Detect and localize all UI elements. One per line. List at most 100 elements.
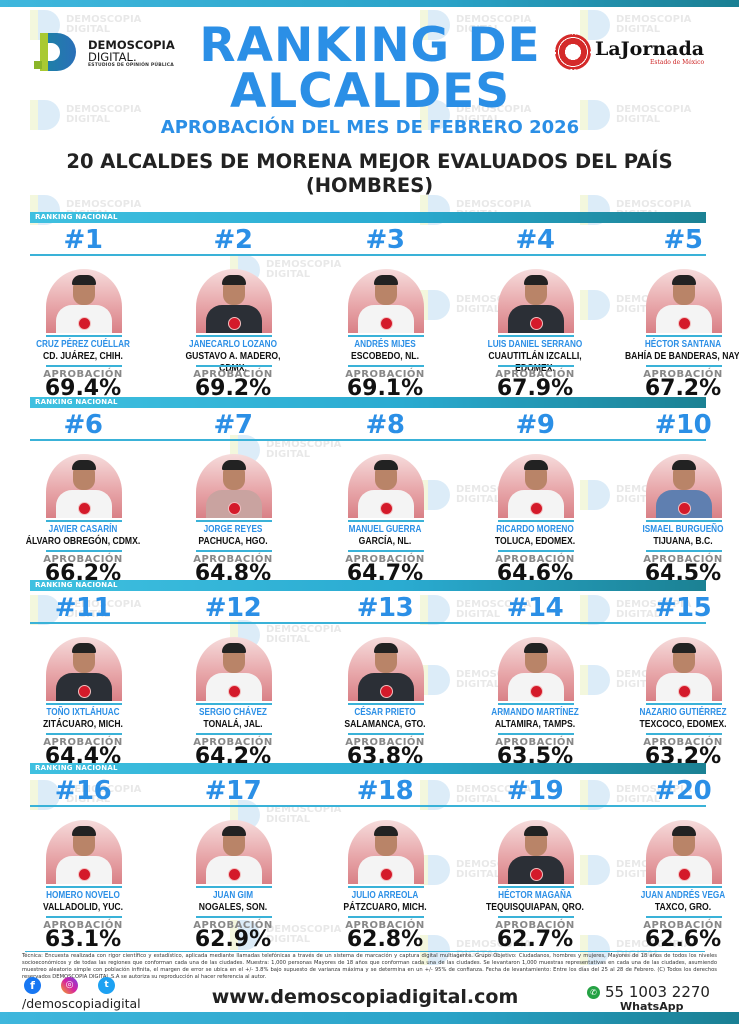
morena-badge-icon: [78, 868, 91, 881]
watermark-line1: DEMOSCOPIA: [66, 104, 142, 115]
name-divider: [196, 703, 272, 705]
mayor-card: #10 ISMAEL BURGUEÑO TIJUANA, B.C. APROBACIÓ…: [608, 397, 739, 585]
name-divider: [196, 335, 272, 337]
approval-value: 64.8%: [194, 561, 272, 586]
partner-name: LaJornada: [595, 37, 705, 60]
morena-badge-icon: [380, 685, 393, 698]
mayor-name: HÉCTOR SANTANA: [644, 339, 722, 350]
mayor-city: ALTAMIRA, TAMPS.: [494, 718, 576, 730]
name-divider: [646, 520, 722, 522]
mayor-city: SALAMANCA, GTO.: [344, 718, 426, 730]
name-divider: [498, 886, 574, 888]
approval-value: 63.5%: [496, 744, 574, 769]
morena-badge-icon: [228, 868, 241, 881]
facebook-icon[interactable]: f: [24, 977, 41, 994]
mayor-card: #15 NAZARIO GUTIÉRREZ TEXCOCO, EDOMEX. APRO…: [608, 580, 739, 768]
rank-number: #15: [654, 593, 712, 623]
city-divider: [646, 550, 722, 552]
approval-label: APROBACIÓN: [345, 369, 425, 380]
rank-divider: [30, 805, 706, 807]
mayor-city: TEQUISQUIAPAN, QRO.: [486, 901, 584, 913]
city-divider: [646, 916, 722, 918]
rank-number: #14: [506, 593, 564, 623]
mayor-photo: [498, 269, 574, 333]
approval-label: APROBACIÓN: [193, 554, 273, 565]
morena-badge-icon: [380, 502, 393, 515]
approval-value: 67.9%: [496, 376, 574, 401]
morena-badge-icon: [228, 502, 241, 515]
mayor-name: MANUEL GUERRA: [348, 524, 422, 535]
rank-divider: [30, 622, 706, 624]
rank-number: #10: [654, 410, 712, 440]
approval-value: 67.2%: [644, 376, 722, 401]
headline: 20 ALCALDES DE MORENA MEJOR EVALUADOS DE…: [20, 150, 719, 198]
approval-value: 63.8%: [346, 744, 424, 769]
approval-value: 69.4%: [44, 376, 122, 401]
twitter-icon[interactable]: t: [98, 977, 115, 994]
mayor-name: HOMERO NOVELO: [46, 890, 120, 901]
mayor-photo: [498, 820, 574, 884]
mayor-card: #1 CRUZ PÉREZ CUÉLLAR CD. JUÁREZ, CHIH. APR…: [8, 212, 158, 401]
instagram-icon[interactable]: ◎: [61, 977, 78, 994]
morena-badge-icon: [530, 868, 543, 881]
city-divider: [196, 365, 272, 367]
rank-number: #19: [506, 776, 564, 806]
social-handle: /demoscopiadigital: [22, 996, 141, 1011]
approval-value: 64.7%: [346, 561, 424, 586]
city-divider: [498, 365, 574, 367]
morena-badge-icon: [78, 502, 91, 515]
mayor-card: #13 CÉSAR PRIETO SALAMANCA, GTO. APROBACIÓN…: [310, 580, 460, 769]
ranking-bar-label: RANKING NACIONAL: [35, 764, 118, 772]
approval-value: 69.1%: [346, 376, 424, 401]
whatsapp-number: 55 1003 2270: [605, 983, 710, 1001]
morena-badge-icon: [530, 685, 543, 698]
mayor-card: #5 HÉCTOR SANTANA BAHÍA DE BANDERAS, NAY. A…: [608, 212, 739, 401]
technical-note: Técnica: Encuesta realizada con rigor ci…: [22, 953, 717, 980]
page-title-line2: ALCALDES: [229, 64, 511, 119]
website-link[interactable]: www.demoscopiadigital.com: [211, 986, 519, 1008]
approval-label: APROBACIÓN: [43, 737, 123, 748]
mayor-card: #8 MANUEL GUERRA GARCÍA, NL. APROBACIÓN 64.7…: [310, 397, 460, 586]
whatsapp-contact[interactable]: ✆ 55 1003 2270: [587, 983, 710, 1001]
approval-label: APROBACIÓN: [345, 737, 425, 748]
rank-number: #12: [204, 593, 262, 623]
name-divider: [646, 886, 722, 888]
mayor-city: TIJUANA, B.C.: [653, 535, 713, 547]
mayor-card: #7 JORGE REYES PACHUCA, HGO. APROBACIÓN 64.8…: [158, 397, 308, 586]
name-divider: [196, 520, 272, 522]
name-divider: [348, 335, 424, 337]
city-divider: [196, 550, 272, 552]
ranking-bar: RANKING NACIONAL: [30, 763, 706, 774]
city-divider: [348, 916, 424, 918]
city-divider: [46, 733, 122, 735]
mayor-photo: [348, 454, 424, 518]
watermark-line1: DEMOSCOPIA: [616, 104, 692, 115]
ranking-bar-label: RANKING NACIONAL: [35, 213, 118, 221]
ranking-row: RANKING NACIONAL #11 TOÑO IXTLÁHUAC ZITÁCUA…: [30, 580, 727, 769]
mayor-name: LUIS DANIEL SERRANO: [487, 339, 583, 350]
mayor-photo: [348, 269, 424, 333]
city-divider: [46, 916, 122, 918]
watermark-line1: DEMOSCOPIA: [616, 14, 692, 25]
mayor-card: #6 JAVIER CASARÍN ÁLVARO OBREGÓN, CDMX. APR…: [8, 397, 158, 585]
ranking-bar: RANKING NACIONAL: [30, 580, 706, 591]
approval-label: APROBACIÓN: [495, 920, 575, 931]
city-divider: [348, 733, 424, 735]
mayor-name: JUAN GIM: [212, 890, 254, 901]
approval-label: APROBACIÓN: [43, 369, 123, 380]
page-title-line1: RANKING DE: [199, 18, 541, 73]
mayor-name: CRUZ PÉREZ CUÉLLAR: [36, 339, 130, 350]
rank-number: #8: [365, 410, 405, 440]
mayor-city: PÁTZCUARO, MICH.: [343, 901, 427, 913]
mayor-city: NOGALES, SON.: [198, 901, 268, 913]
mayor-name: CÉSAR PRIETO: [354, 707, 416, 718]
city-divider: [46, 365, 122, 367]
morena-badge-icon: [78, 317, 91, 330]
watermark-line1: DEMOSCOPIA: [66, 14, 142, 25]
approval-label: APROBACIÓN: [643, 920, 723, 931]
rank-number: #11: [54, 593, 112, 623]
ranking-bar-label: RANKING NACIONAL: [35, 398, 118, 406]
mayor-card: #4 LUIS DANIEL SERRANO CUAUTITLÁN IZCALLI,…: [460, 212, 610, 401]
mayor-city: TOLUCA, EDOMEX.: [494, 535, 576, 547]
demoscopia-logo-mark-icon: [34, 33, 80, 73]
